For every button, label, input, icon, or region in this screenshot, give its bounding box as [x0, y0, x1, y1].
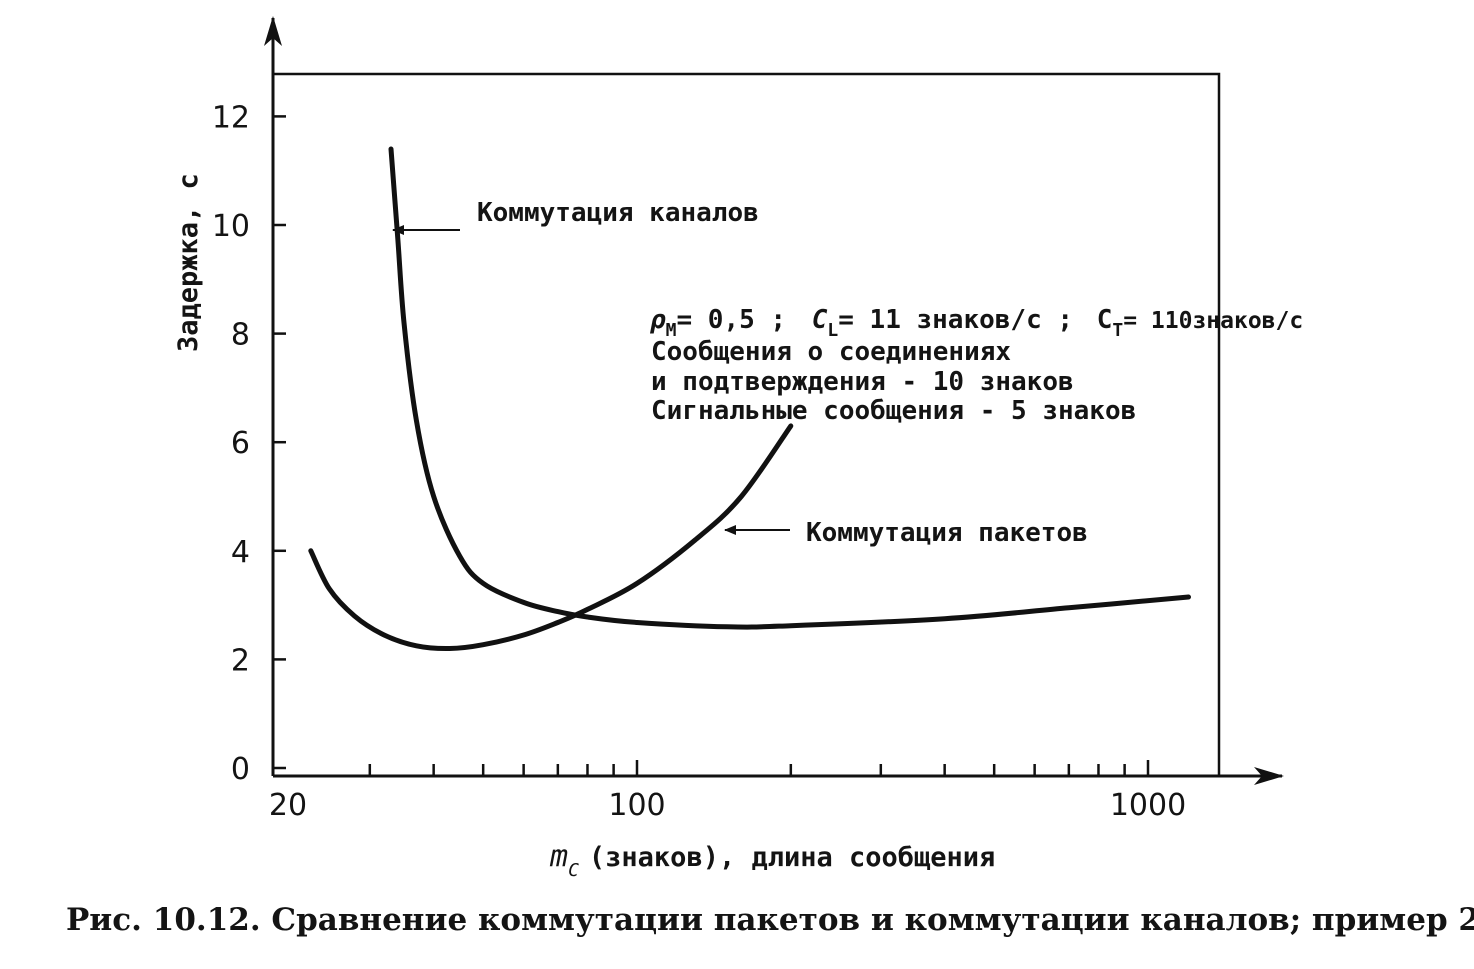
y-tick-label-2: 2 — [231, 643, 250, 678]
x-tick-label-20: 20 — [269, 788, 307, 823]
params-line-3: и подтверждения - 10 знаков — [651, 367, 1074, 397]
rho-symbol: ρ — [649, 305, 666, 335]
params-line-4: Сигнальные сообщения - 5 знаков — [651, 396, 1136, 426]
ct-symbol: C — [1097, 305, 1113, 335]
y-tick-label-10: 10 — [212, 209, 250, 244]
ct-subscript: T — [1112, 320, 1123, 341]
x-tick-label-1000: 1000 — [1110, 788, 1186, 823]
x-axis-symbol-m: m — [549, 839, 568, 874]
series-packet-switching-line — [308, 423, 794, 652]
series-circuit-switching-line — [388, 146, 1191, 630]
y-tick-label-6: 6 — [231, 426, 250, 461]
params-line-2: Сообщения о соединениях — [651, 337, 1011, 367]
x-axis-title: C mC(знаков), длина сообщения — [549, 839, 995, 881]
x-axis-title-text: (знаков), длина сообщения — [589, 842, 995, 873]
x-axis-symbol-subscript: C — [568, 860, 579, 881]
cl-value: = 11 знаков/с ; — [838, 305, 1073, 335]
y-tick-label-8: 8 — [231, 318, 250, 353]
y-tick-label-12: 12 — [212, 100, 250, 135]
y-tick-label-0: 0 — [231, 752, 250, 787]
x-tick-label-100: 100 — [608, 788, 665, 823]
x-ticks: 20 100 1000 — [269, 760, 1186, 823]
y-axis-title: Задержка, с — [173, 173, 204, 352]
figure-caption: Рис. 10.12. Сравнение коммутации пакетов… — [66, 902, 1474, 938]
y-ticks: 0 2 4 6 8 10 12 — [212, 100, 286, 787]
y-tick-label-4: 4 — [231, 535, 250, 570]
params-line-1: ρM= 0,5 ; CL= 11 знаков/с ; CT= 110знако… — [649, 305, 1303, 341]
rho-subscript: M — [666, 320, 677, 341]
plot-frame — [273, 72, 1221, 776]
ct-value: = 110знаков/с — [1123, 308, 1303, 334]
rho-value: = 0,5 ; — [677, 305, 787, 335]
cl-subscript: L — [827, 320, 838, 341]
cl-symbol: C — [812, 305, 828, 335]
series-packet-switching-label: Коммутация пакетов — [806, 518, 1088, 548]
series-circuit-switching-label: Коммутация каналов — [477, 198, 759, 228]
